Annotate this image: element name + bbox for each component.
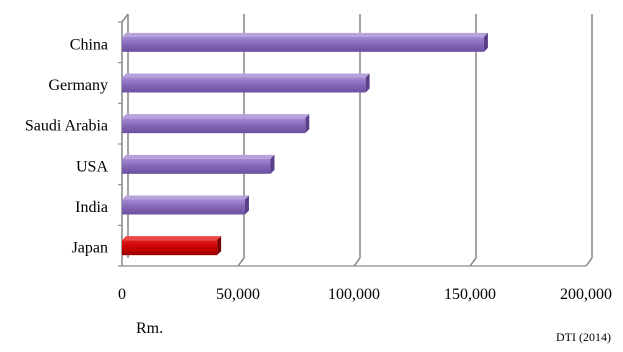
category-label: Saudi Arabia bbox=[25, 118, 108, 135]
bar-top-face bbox=[122, 195, 249, 200]
category-labels: China Germany Saudi Arabia USA India Japan bbox=[25, 36, 109, 256]
category-label: Japan bbox=[72, 240, 108, 257]
x-tick-label: 50,000 bbox=[216, 286, 260, 303]
bar-top-face bbox=[122, 236, 222, 241]
category-label: India bbox=[75, 199, 108, 216]
bar-china bbox=[122, 32, 488, 52]
bar-top-face bbox=[122, 154, 275, 159]
x-tick-labels: 0 50,000 100,000 150,000 200,000 bbox=[118, 286, 612, 303]
x-axis-unit-label: Rm. bbox=[136, 320, 164, 337]
bar-side-face bbox=[244, 195, 249, 215]
bar-front-face bbox=[122, 199, 245, 215]
category-label: China bbox=[70, 36, 108, 53]
bar-side-face bbox=[305, 114, 310, 134]
bar-side-face bbox=[217, 236, 222, 256]
gridline-depth bbox=[237, 257, 245, 267]
y-axis bbox=[118, 13, 586, 267]
gridlines bbox=[237, 14, 593, 267]
bar-front-face bbox=[122, 118, 306, 134]
x-tick-label: 200,000 bbox=[560, 286, 612, 303]
bar-top-face bbox=[122, 32, 488, 37]
x-tick-label: 150,000 bbox=[444, 286, 496, 303]
bar-india bbox=[122, 195, 249, 215]
bar-germany bbox=[122, 73, 370, 93]
bar-saudi-arabia bbox=[122, 114, 310, 134]
bar-front-face bbox=[122, 240, 218, 256]
bar-front-face bbox=[122, 36, 484, 52]
x-tick-label: 100,000 bbox=[328, 286, 380, 303]
bar-side-face bbox=[270, 154, 275, 174]
bar-top-face bbox=[122, 114, 310, 119]
gridline-depth bbox=[353, 257, 361, 267]
gridline-depth bbox=[469, 257, 477, 267]
bar-side-face bbox=[483, 32, 488, 52]
category-label: Germany bbox=[48, 77, 108, 94]
x-tick-label: 0 bbox=[118, 286, 126, 303]
source-note: DTI (2014) bbox=[556, 330, 611, 344]
bar-top-face bbox=[122, 73, 370, 78]
bar-front-face bbox=[122, 77, 366, 93]
category-label: USA bbox=[76, 158, 108, 175]
bar-side-face bbox=[365, 73, 370, 93]
bar-front-face bbox=[122, 158, 271, 174]
bars bbox=[122, 32, 488, 256]
bar-japan bbox=[122, 236, 222, 256]
y-axis-top bbox=[121, 13, 129, 23]
gridline-depth bbox=[585, 257, 593, 267]
bar-usa bbox=[122, 154, 275, 174]
